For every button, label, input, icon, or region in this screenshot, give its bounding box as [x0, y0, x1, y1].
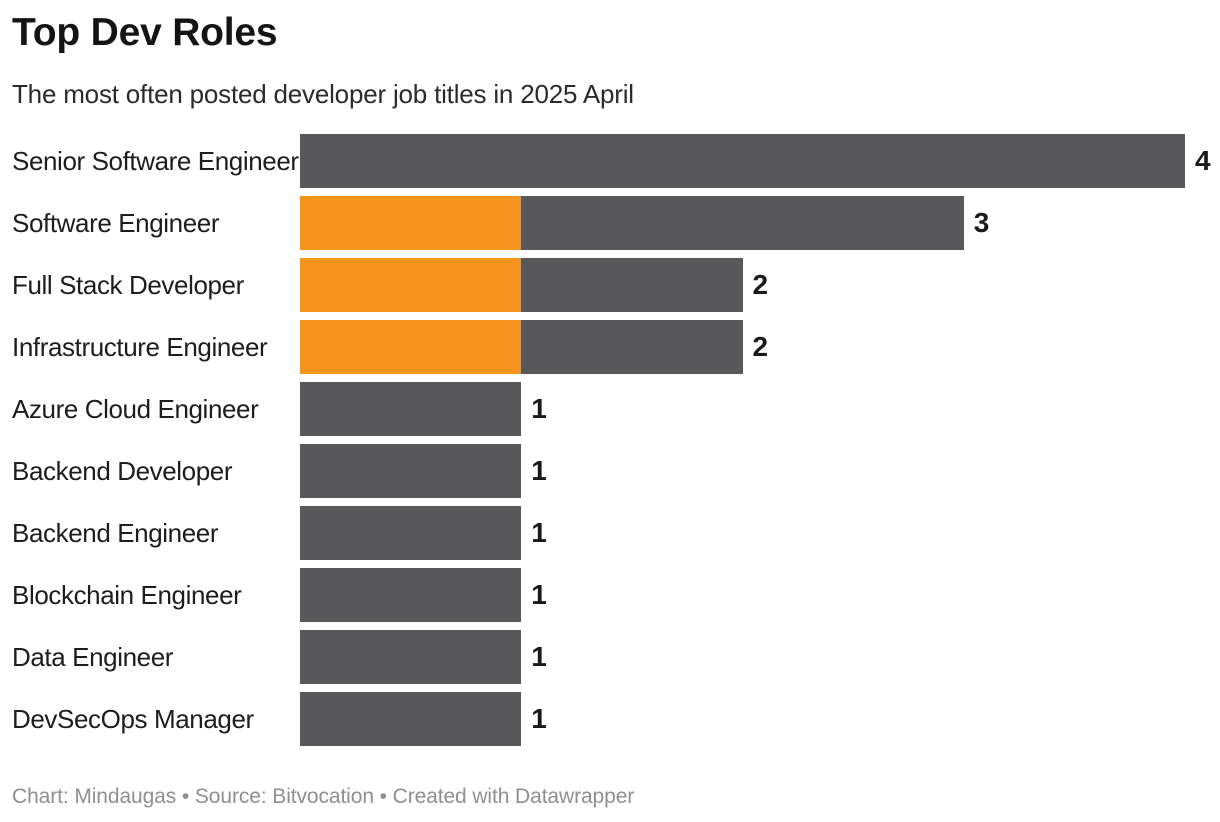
bar — [300, 630, 522, 684]
bar-segment — [300, 692, 522, 746]
bar-row: Data Engineer 1 — [0, 630, 1220, 692]
bar-row: Backend Developer 1 — [0, 444, 1220, 506]
bar — [300, 134, 1185, 188]
bar — [300, 692, 522, 746]
bar — [300, 506, 522, 560]
value-label: 1 — [531, 641, 547, 672]
bar-segment — [300, 134, 1185, 188]
bar — [300, 196, 964, 250]
chart-footer-byline: Chart: Mindaugas • Source: Bitvocation •… — [12, 785, 635, 808]
bar-row: Blockchain Engineer 1 — [0, 568, 1220, 630]
category-label: Backend Developer — [12, 456, 233, 486]
bar-segment — [521, 320, 743, 374]
category-label: Infrastructure Engineer — [12, 332, 268, 362]
value-label: 1 — [531, 455, 547, 486]
bar-row: Senior Software Engineer 4 — [0, 134, 1220, 196]
chart-title: Top Dev Roles — [12, 11, 278, 54]
bar-plot-area: Senior Software Engineer 4 Software Engine… — [0, 134, 1220, 754]
bar-segment — [521, 196, 964, 250]
value-label: 1 — [531, 703, 547, 734]
bar-row: Software Engineer 3 — [0, 196, 1220, 258]
value-label: 1 — [531, 393, 547, 424]
value-label: 2 — [752, 269, 769, 300]
category-label: Data Engineer — [12, 642, 174, 672]
bar — [300, 382, 522, 436]
category-label: Backend Engineer — [12, 518, 219, 548]
bar — [300, 568, 522, 622]
bar-segment — [300, 444, 522, 498]
value-label: 4 — [1195, 145, 1211, 176]
bar — [300, 320, 743, 374]
bar-segment-highlight — [300, 258, 522, 312]
bar-row: Infrastructure Engineer 2 — [0, 320, 1220, 382]
bar-row: Backend Engineer 1 — [0, 506, 1220, 568]
bar-segment-highlight — [300, 196, 522, 250]
bar-row: Azure Cloud Engineer 1 — [0, 382, 1220, 444]
bar-segment-highlight — [300, 320, 522, 374]
category-label: Full Stack Developer — [12, 270, 244, 300]
bar-segment — [300, 630, 522, 684]
bar-segment — [521, 258, 743, 312]
value-label: 1 — [531, 579, 547, 610]
category-label: Software Engineer — [12, 208, 220, 238]
value-label: 1 — [531, 517, 547, 548]
category-label: Azure Cloud Engineer — [12, 394, 259, 424]
bar — [300, 444, 522, 498]
category-label: Blockchain Engineer — [12, 580, 242, 610]
bar-segment — [300, 382, 522, 436]
value-label: 2 — [752, 331, 769, 362]
value-label: 3 — [973, 207, 990, 238]
bar-row: Full Stack Developer 2 — [0, 258, 1220, 320]
category-label: DevSecOps Manager — [12, 704, 254, 734]
bar-segment — [300, 568, 522, 622]
category-label: Senior Software Engineer — [12, 146, 299, 176]
bar-segment — [300, 506, 522, 560]
bar-row: DevSecOps Manager 1 — [0, 692, 1220, 754]
chart-subtitle: The most often posted developer job titl… — [12, 79, 634, 109]
bar — [300, 258, 743, 312]
